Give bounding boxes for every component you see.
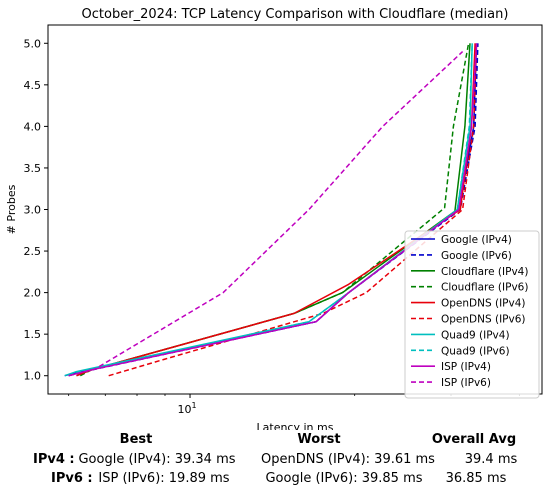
y-axis: 1.0 1.5 2.0 2.5 3.0 3.5 4.0 4.5 5.0 [24, 37, 48, 383]
summary-ipv4-best: Google (IPv4): 39.34 ms [78, 452, 236, 467]
series-line-quad9-ipv6 [68, 43, 473, 377]
x-axis: 101 [68, 394, 520, 416]
series-line-opendns-ipv6 [108, 43, 478, 377]
summary-header-worst: Worst [297, 432, 341, 447]
y-tick-label: 2.0 [24, 287, 42, 300]
summary-ipv4-worst: OpenDNS (IPv4): 39.61 ms [261, 452, 435, 467]
summary-row-label-ipv4: IPv4 : [33, 452, 75, 467]
series-line-isp-ipv4 [68, 43, 478, 377]
summary-ipv6-best: ISP (IPv6): 19.89 ms [98, 471, 230, 486]
series-layer [64, 43, 479, 377]
y-axis-label: # Probes [5, 184, 18, 234]
legend: Google (IPv4) Google (IPv6) Cloudflare (IP… [404, 230, 540, 399]
legend-box [404, 230, 540, 399]
summary-header-avg: Overall Avg [431, 432, 517, 447]
legend-label: Google (IPv4) [441, 234, 512, 246]
legend-label: Google (IPv6) [441, 250, 512, 262]
x-axis-label: Latency in ms [257, 421, 334, 430]
legend-label: ISP (IPv6) [441, 377, 491, 389]
summary-table: Best Worst Overall Avg IPv4 : Google (IP… [0, 430, 551, 496]
series-line-isp-ipv6 [68, 51, 464, 377]
legend-label: Quad9 (IPv6) [441, 345, 510, 357]
legend-label: Quad9 (IPv4) [441, 329, 510, 341]
y-tick-label: 4.0 [24, 120, 42, 133]
legend-label: OpenDNS (IPv4) [441, 298, 526, 310]
chart-title: October_2024: TCP Latency Comparison wit… [82, 7, 509, 22]
y-tick-label: 3.5 [24, 162, 42, 175]
y-tick-label: 2.5 [24, 245, 42, 258]
summary-row-label-ipv6: IPv6 : [51, 471, 93, 486]
legend-label: Cloudflare (IPv6) [441, 282, 528, 294]
y-tick-label: 1.0 [24, 370, 42, 383]
x-tick-label: 101 [177, 401, 196, 416]
legend-label: OpenDNS (IPv6) [441, 314, 526, 326]
y-tick-label: 3.0 [24, 204, 42, 217]
y-tick-label: 4.5 [24, 79, 42, 92]
chart: October_2024: TCP Latency Comparison wit… [5, 7, 543, 430]
summary-ipv4-avg: 39.4 ms [464, 452, 518, 467]
summary-ipv6-avg: 36.85 ms [445, 471, 507, 486]
y-tick-label: 1.5 [24, 328, 42, 341]
summary-ipv6-worst: Google (IPv6): 39.85 ms [265, 471, 423, 486]
legend-label: Cloudflare (IPv4) [441, 266, 528, 278]
summary-header-best: Best [119, 432, 153, 447]
y-tick-label: 5.0 [24, 37, 42, 50]
legend-label: ISP (IPv4) [441, 361, 491, 373]
